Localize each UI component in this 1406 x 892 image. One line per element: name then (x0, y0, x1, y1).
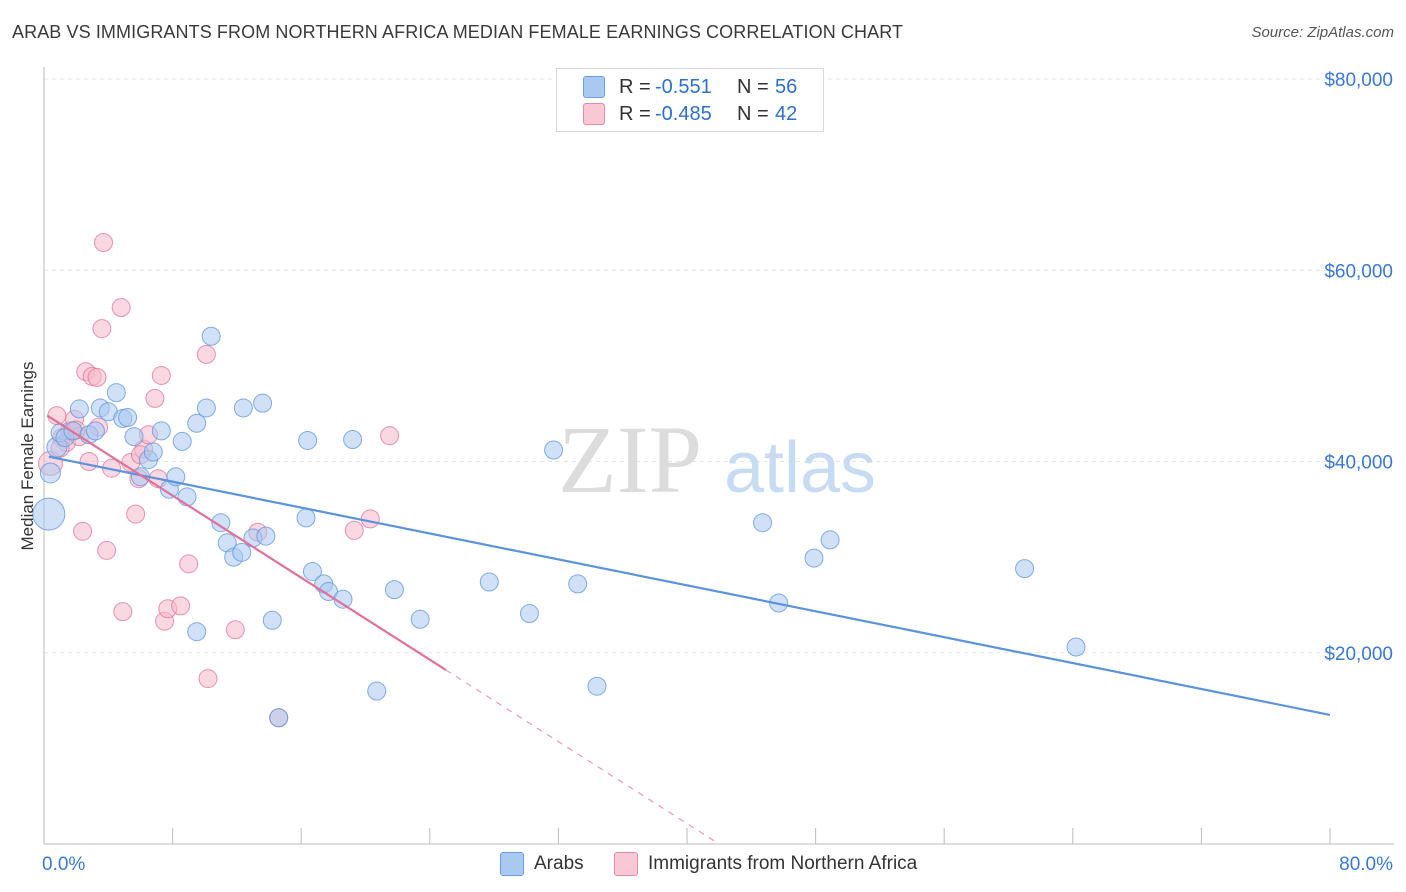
point-immigrants (113, 602, 133, 622)
y-tick-label: $60,000 (1324, 261, 1393, 282)
trend-lines (46, 414, 1331, 845)
point-arabs (410, 609, 430, 629)
point-immigrants (126, 504, 146, 524)
point-arabs (187, 622, 207, 642)
point-arabs (262, 610, 282, 630)
point-arabs (106, 383, 126, 403)
point-immigrants (225, 620, 245, 640)
point-arabs (269, 708, 289, 728)
point-immigrants (87, 367, 107, 387)
watermark-zip: ZIP (558, 406, 702, 513)
legend-r-label: R = (619, 102, 651, 125)
y-tick-label: $80,000 (1324, 70, 1393, 91)
legend-swatch-immigrants (583, 103, 605, 125)
point-arabs (232, 542, 252, 562)
trend-line-immigrants-extension (445, 669, 720, 845)
point-arabs (479, 572, 499, 592)
legend-row-immigrants: R = -0.485 N = 42 (583, 102, 797, 126)
bottom-legend-arabs: Arabs (500, 852, 584, 876)
point-arabs (1015, 559, 1035, 579)
point-immigrants (92, 319, 112, 339)
point-arabs (367, 681, 387, 701)
point-arabs (233, 398, 253, 418)
data-points (32, 233, 1086, 728)
point-immigrants (380, 426, 400, 446)
legend-r-value: -0.485 (655, 102, 712, 125)
point-arabs (253, 393, 273, 413)
correlation-legend: R = -0.551 N = 56 R = -0.485 N = 42 (556, 68, 824, 132)
legend-r-label: R = (619, 75, 651, 98)
point-immigrants (151, 365, 171, 385)
point-immigrants (111, 298, 131, 318)
point-arabs (143, 442, 163, 462)
point-arabs (85, 421, 105, 441)
grid-lines (44, 78, 1394, 654)
point-arabs (587, 676, 607, 696)
point-immigrants (179, 554, 199, 574)
bottom-legend-swatch-arabs (500, 852, 524, 876)
point-arabs (201, 326, 221, 346)
point-arabs (172, 431, 192, 451)
axes (43, 67, 1394, 845)
point-arabs (753, 513, 773, 533)
legend-r-value: -0.551 (655, 75, 712, 98)
point-arabs (296, 508, 316, 528)
bottom-legend-label-immigrants: Immigrants from Northern Africa (648, 853, 918, 874)
point-arabs (804, 548, 824, 568)
point-arabs (384, 580, 404, 600)
point-arabs (820, 530, 840, 550)
point-immigrants (360, 509, 380, 529)
chart-title: ARAB VS IMMIGRANTS FROM NORTHERN AFRICA … (12, 22, 904, 42)
point-immigrants (145, 388, 165, 408)
point-immigrants (73, 521, 93, 541)
point-immigrants (198, 669, 218, 689)
watermark-atlas: atlas (724, 428, 876, 508)
y-tick-label: $40,000 (1324, 453, 1393, 474)
point-immigrants (344, 520, 364, 540)
point-arabs (343, 430, 363, 450)
legend-swatch-arabs (583, 76, 605, 98)
bottom-legend-swatch-immigrants (614, 852, 638, 876)
point-immigrants (79, 452, 99, 471)
legend-n-label: N = (737, 75, 769, 98)
x-tick-label-max: 80.0% (1339, 854, 1393, 875)
source-label: Source: ZipAtlas.com (1251, 24, 1394, 41)
point-arabs (196, 398, 216, 418)
point-arabs (151, 421, 171, 441)
bottom-legend-label-arabs: Arabs (534, 853, 584, 874)
point-immigrants (97, 540, 117, 560)
x-tick-label-min: 0.0% (42, 854, 85, 875)
trend-line-immigrants (46, 414, 447, 671)
point-arabs (544, 440, 564, 460)
point-arabs (298, 430, 318, 450)
point-immigrants (196, 344, 216, 364)
legend-n-value: 42 (775, 102, 798, 125)
point-arabs (1066, 637, 1086, 657)
bottom-legend-immigrants: Immigrants from Northern Africa (614, 852, 917, 876)
point-arabs (124, 427, 144, 447)
point-arabs (177, 487, 197, 507)
point-arabs (302, 561, 322, 581)
point-arabs (69, 399, 89, 419)
watermark: ZIP atlas (558, 406, 876, 513)
point-immigrants (171, 596, 191, 616)
point-arabs (519, 604, 539, 624)
point-arabs (39, 462, 61, 484)
point-arabs (211, 513, 231, 533)
point-arabs (568, 574, 588, 594)
trend-line-arabs (48, 455, 1331, 716)
y-axis-label: Median Female Earnings (18, 361, 37, 551)
legend-n-label: N = (737, 102, 769, 125)
point-arabs (32, 497, 66, 531)
y-tick-label: $20,000 (1324, 644, 1393, 665)
legend-n-value: 56 (775, 75, 798, 98)
legend-row-arabs: R = -0.551 N = 56 (583, 75, 797, 99)
point-arabs (118, 408, 138, 428)
point-immigrants (93, 233, 113, 253)
point-arabs (256, 526, 276, 546)
tick-labels: $20,000 $40,000 $60,000 $80,000 0.0% 80.0% (42, 70, 1393, 875)
point-arabs (187, 413, 207, 433)
